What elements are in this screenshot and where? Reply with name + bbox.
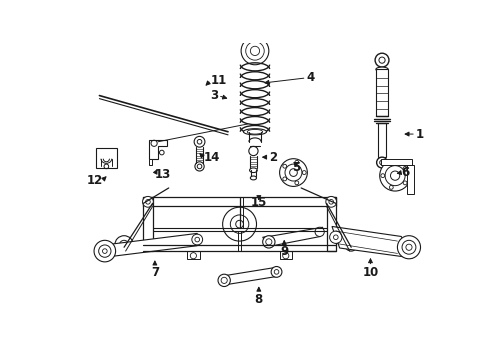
- Circle shape: [195, 162, 204, 171]
- Ellipse shape: [244, 129, 267, 135]
- Text: 12: 12: [86, 174, 102, 187]
- Circle shape: [192, 234, 203, 245]
- Circle shape: [263, 236, 275, 248]
- Text: 10: 10: [362, 266, 379, 279]
- Ellipse shape: [376, 67, 388, 72]
- Circle shape: [330, 231, 342, 243]
- Text: 13: 13: [155, 168, 171, 181]
- Ellipse shape: [249, 168, 257, 172]
- Text: 3: 3: [210, 89, 218, 102]
- Circle shape: [218, 274, 230, 287]
- Circle shape: [271, 266, 282, 277]
- Circle shape: [249, 147, 258, 156]
- Polygon shape: [263, 227, 323, 247]
- Circle shape: [280, 159, 307, 186]
- Text: 6: 6: [401, 166, 410, 179]
- Text: 5: 5: [292, 161, 300, 174]
- Polygon shape: [105, 233, 197, 257]
- Text: 14: 14: [203, 150, 220, 164]
- Polygon shape: [332, 226, 413, 258]
- Text: 2: 2: [269, 150, 277, 164]
- Circle shape: [222, 207, 257, 241]
- Circle shape: [315, 227, 324, 237]
- Circle shape: [94, 240, 116, 262]
- Polygon shape: [149, 159, 152, 165]
- Circle shape: [345, 239, 357, 251]
- Polygon shape: [143, 197, 152, 251]
- Polygon shape: [381, 159, 412, 165]
- Circle shape: [326, 197, 337, 207]
- Text: 15: 15: [251, 195, 267, 209]
- Circle shape: [377, 157, 388, 168]
- Polygon shape: [149, 140, 167, 159]
- Polygon shape: [187, 251, 199, 259]
- Circle shape: [241, 37, 269, 65]
- Polygon shape: [378, 123, 386, 157]
- Polygon shape: [224, 267, 276, 285]
- Text: 11: 11: [211, 74, 227, 87]
- Ellipse shape: [250, 176, 257, 180]
- Circle shape: [194, 136, 205, 147]
- Circle shape: [115, 236, 133, 254]
- Circle shape: [397, 236, 420, 259]
- Polygon shape: [376, 69, 388, 116]
- Polygon shape: [96, 148, 117, 168]
- Polygon shape: [408, 165, 414, 194]
- Circle shape: [143, 197, 153, 207]
- Text: 1: 1: [416, 127, 424, 140]
- Text: 7: 7: [151, 266, 159, 279]
- Text: 8: 8: [255, 293, 263, 306]
- Circle shape: [380, 160, 411, 191]
- Circle shape: [375, 53, 389, 67]
- Text: 4: 4: [307, 71, 315, 84]
- Polygon shape: [143, 197, 336, 206]
- Text: 9: 9: [280, 245, 288, 258]
- Polygon shape: [280, 251, 292, 259]
- Polygon shape: [327, 197, 336, 251]
